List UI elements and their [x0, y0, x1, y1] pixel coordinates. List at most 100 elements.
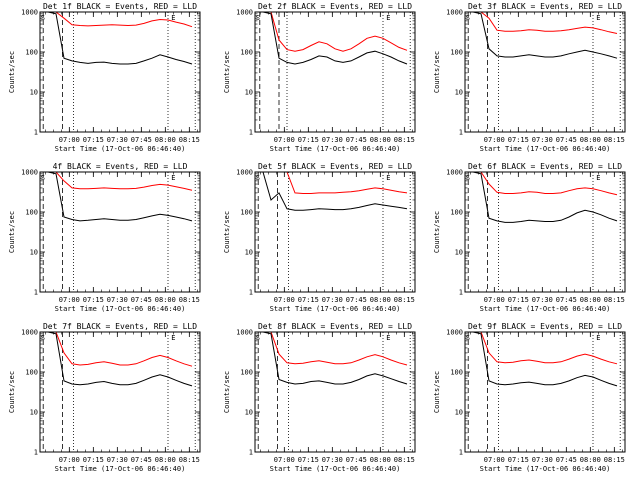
y-tick-label: 1: [34, 129, 38, 137]
x-axis-label: Start Time (17-Oct-06 06:46:40): [270, 305, 401, 313]
lld-series-line: [48, 12, 193, 28]
x-tick-label: 08:15: [604, 456, 625, 464]
y-tick-label: 10: [30, 249, 38, 257]
x-tick-label: 07:45: [131, 456, 152, 464]
annotation-label: S: [466, 334, 470, 342]
annotation-label: S: [41, 14, 45, 22]
x-axis-label: Start Time (17-Oct-06 06:46:40): [55, 305, 186, 313]
x-tick-label: 07:00: [59, 296, 80, 304]
plot-data: [467, 172, 621, 292]
x-tick-label: 07:30: [322, 456, 343, 464]
y-tick-label: 1000: [236, 9, 253, 17]
x-tick-label: 07:15: [508, 456, 529, 464]
y-tick-label: 1000: [21, 169, 38, 177]
y-tick-label: 100: [450, 49, 463, 57]
plot-frame: [464, 11, 626, 133]
panel-title: Det 8f BLACK = Events, RED = LLD: [258, 322, 412, 331]
plot-data: [42, 172, 196, 292]
y-tick-label: 1000: [446, 169, 463, 177]
x-tick-label: 07:45: [556, 136, 577, 144]
x-tick-label: 07:00: [484, 296, 505, 304]
plot-data: [467, 12, 621, 132]
panel-title: Det 3f BLACK = Events, RED = LLD: [468, 2, 622, 11]
lld-series-line: [263, 332, 408, 366]
panel-1: Det 1f BLACK = Events, RED = LLD Counts/s…: [8, 2, 201, 153]
y-tick-label: 1000: [236, 169, 253, 177]
y-tick-label: 10: [245, 89, 253, 97]
y-tick-label: 1000: [446, 329, 463, 337]
y-tick-label: 10: [30, 89, 38, 97]
x-axis-label: Start Time (17-Oct-06 06:46:40): [270, 145, 401, 153]
x-tick-label: 07:00: [274, 136, 295, 144]
x-tick-label: 08:15: [179, 136, 200, 144]
plot-data: [467, 332, 621, 452]
x-tick-label: 08:15: [179, 456, 200, 464]
x-tick-label: 08:15: [394, 456, 415, 464]
x-tick-label: 07:45: [131, 296, 152, 304]
x-tick-label: 07:15: [298, 296, 319, 304]
y-tick-label: 10: [30, 409, 38, 417]
x-tick-label: 07:15: [508, 296, 529, 304]
annotation-label: E: [171, 14, 175, 22]
y-tick-label: 1: [459, 129, 463, 137]
x-tick-label: 07:00: [59, 136, 80, 144]
x-tick-label: 07:45: [556, 296, 577, 304]
x-axis-label: Start Time (17-Oct-06 06:46:40): [270, 465, 401, 473]
x-axis-label: Start Time (17-Oct-06 06:46:40): [480, 145, 611, 153]
x-axis-label: Start Time (17-Oct-06 06:46:40): [480, 465, 611, 473]
y-axis-label: Counts/sec: [8, 371, 16, 413]
y-axis-label: Counts/sec: [8, 211, 16, 253]
panel-7: Det 7f BLACK = Events, RED = LLD Counts/s…: [8, 322, 201, 473]
x-tick-label: 07:30: [532, 296, 553, 304]
x-tick-label: 07:45: [346, 296, 367, 304]
x-tick-label: 07:30: [107, 136, 128, 144]
x-tick-label: 07:15: [298, 456, 319, 464]
annotation-label: S: [41, 174, 45, 182]
annotation-label: S: [41, 334, 45, 342]
panel-2: Det 2f BLACK = Events, RED = LLD Counts/s…: [223, 2, 416, 153]
x-tick-label: 07:15: [508, 136, 529, 144]
y-tick-label: 1: [249, 129, 253, 137]
y-axis-label: Counts/sec: [223, 51, 231, 93]
y-tick-label: 1: [34, 289, 38, 297]
y-tick-label: 1000: [236, 329, 253, 337]
plot-data: [257, 172, 411, 292]
x-tick-label: 07:00: [274, 296, 295, 304]
x-tick-label: 08:00: [580, 296, 601, 304]
y-axis-label: Counts/sec: [223, 371, 231, 413]
annotation-label: E: [596, 174, 600, 182]
x-tick-label: 07:15: [83, 136, 104, 144]
y-tick-label: 100: [240, 369, 253, 377]
x-tick-label: 08:00: [370, 136, 391, 144]
events-series-line: [472, 172, 618, 223]
panel-title: Det 1f BLACK = Events, RED = LLD: [43, 2, 197, 11]
y-axis-label: Counts/sec: [433, 371, 441, 413]
y-tick-label: 1: [249, 289, 253, 297]
y-tick-label: 1000: [21, 9, 38, 17]
panel-5: Det 5f BLACK = Events, RED = LLD Counts/s…: [223, 162, 416, 313]
panel-title: 4f BLACK = Events, RED = LLD: [53, 162, 188, 171]
y-axis-label: Counts/sec: [8, 51, 16, 93]
lld-series-line: [48, 332, 193, 367]
plot-frame: [39, 11, 201, 133]
lld-series-line: [263, 12, 408, 52]
plot-data: [257, 332, 411, 452]
y-tick-label: 100: [450, 369, 463, 377]
y-axis-label: Counts/sec: [433, 51, 441, 93]
events-series-line: [472, 12, 618, 59]
annotation-label: E: [171, 174, 175, 182]
y-tick-label: 100: [240, 49, 253, 57]
x-tick-label: 07:00: [59, 456, 80, 464]
panel-title: Det 5f BLACK = Events, RED = LLD: [258, 162, 412, 171]
panel-3: Det 3f BLACK = Events, RED = LLD Counts/s…: [433, 2, 626, 153]
plot-data: [259, 12, 411, 132]
lld-series-line: [473, 172, 618, 196]
x-tick-label: 07:30: [322, 136, 343, 144]
annotation-label: S: [466, 174, 470, 182]
annotation-label: S: [256, 334, 260, 342]
y-tick-label: 1000: [446, 9, 463, 17]
x-tick-label: 08:15: [394, 296, 415, 304]
plot-frame: [39, 171, 201, 293]
panel-6: Det 6f BLACK = Events, RED = LLD Counts/s…: [433, 162, 626, 313]
x-tick-label: 07:15: [83, 456, 104, 464]
